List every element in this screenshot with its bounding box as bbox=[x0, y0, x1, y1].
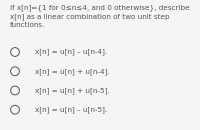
Text: x[n] = u[n] + u[n-5].: x[n] = u[n] + u[n-5]. bbox=[35, 87, 110, 94]
Text: x[n] = u[n] + u[n-4].: x[n] = u[n] + u[n-4]. bbox=[35, 68, 110, 75]
Text: If x[n]={1 for 0≤n≤4, and 0 otherwise}, describe
x[n] as a linear combination of: If x[n]={1 for 0≤n≤4, and 0 otherwise}, … bbox=[10, 4, 190, 28]
Text: x[n] = u[n] – u[n-5].: x[n] = u[n] – u[n-5]. bbox=[35, 106, 107, 113]
Text: x[n] = u[n] – u[n-4].: x[n] = u[n] – u[n-4]. bbox=[35, 49, 107, 55]
